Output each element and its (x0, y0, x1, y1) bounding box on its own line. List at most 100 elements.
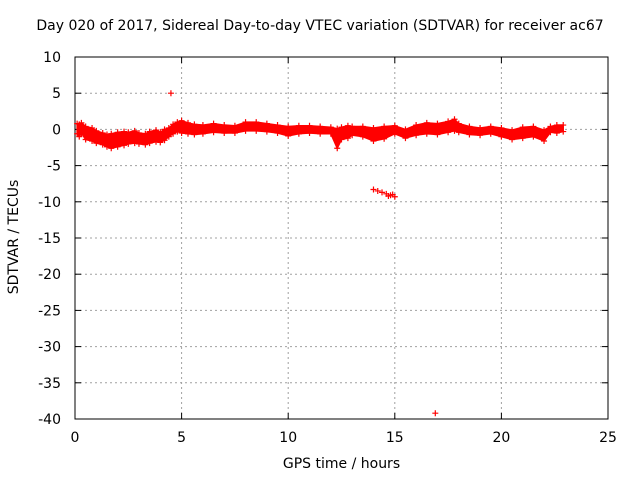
data-point (146, 140, 153, 147)
x-tick-label: 25 (599, 430, 617, 446)
data-point (93, 140, 100, 147)
data-point (121, 128, 128, 135)
data-point (359, 133, 366, 140)
outlier-point (167, 90, 174, 97)
data-point (317, 130, 324, 137)
data-point (108, 130, 115, 137)
data-point (541, 137, 548, 144)
data-point (370, 124, 377, 131)
data-point (381, 135, 388, 142)
data-point (121, 142, 128, 149)
data-point (253, 127, 260, 134)
data-point (221, 122, 228, 129)
data-point (541, 127, 548, 134)
data-point (547, 129, 554, 136)
data-point (161, 126, 168, 133)
data-point (157, 129, 164, 136)
data-point (466, 131, 473, 138)
data-point (125, 140, 132, 147)
data-point (487, 130, 494, 137)
data-point (445, 118, 452, 125)
x-tick-label: 20 (492, 430, 510, 446)
data-point (103, 143, 110, 150)
data-point (295, 130, 302, 137)
data-point (295, 122, 302, 129)
data-point (519, 135, 526, 142)
data-point (231, 130, 238, 137)
data-point (263, 120, 270, 127)
data-point (344, 122, 351, 129)
data-point (114, 129, 121, 136)
data-point (455, 129, 462, 136)
data-point (509, 127, 516, 134)
data-point (285, 132, 292, 139)
outlier-point (374, 187, 381, 194)
data-point (327, 124, 334, 131)
data-point (161, 137, 168, 144)
data-point (199, 130, 206, 137)
data-point (142, 130, 149, 137)
data-point (125, 129, 132, 136)
y-tick-label: 5 (52, 86, 61, 102)
data-point (178, 117, 185, 124)
data-point (402, 135, 409, 142)
data-point (381, 123, 388, 130)
data-point (423, 119, 430, 126)
x-tick-label: 10 (279, 430, 297, 446)
data-point (413, 122, 420, 129)
data-point (423, 130, 430, 137)
data-point (509, 136, 516, 143)
data-point (174, 119, 181, 126)
data-point (338, 124, 345, 131)
y-tick-label: -15 (38, 231, 61, 247)
y-tick-label: -25 (38, 303, 61, 319)
data-point (530, 133, 537, 140)
data-point (553, 130, 560, 137)
data-point (242, 119, 249, 126)
data-point (370, 137, 377, 144)
data-point (146, 128, 153, 135)
data-point (349, 123, 356, 130)
data-point (178, 130, 185, 137)
data-point (174, 128, 181, 135)
data-point (89, 124, 96, 131)
data-point (477, 124, 484, 131)
data-point (135, 130, 142, 137)
data-point (391, 130, 398, 137)
data-point (391, 122, 398, 129)
y-axis-label: SDTVAR / TECUs (6, 179, 22, 295)
data-point (93, 127, 100, 134)
data-point (560, 122, 567, 129)
data-point (165, 133, 172, 140)
data-point (170, 121, 177, 128)
data-point (89, 137, 96, 144)
data-point (78, 130, 85, 137)
data-point (359, 123, 366, 130)
data-point (99, 141, 106, 148)
y-tick-label: -35 (38, 376, 61, 392)
data-point (165, 124, 172, 131)
data-point (519, 124, 526, 131)
data-point (253, 119, 260, 126)
data-point (306, 122, 313, 129)
data-point (82, 136, 89, 143)
data-point (327, 130, 334, 137)
data-point (434, 120, 441, 127)
data-point (131, 127, 138, 134)
data-point (477, 132, 484, 139)
data-point (153, 127, 160, 134)
data-point (210, 129, 217, 136)
x-tick-label: 5 (177, 430, 186, 446)
data-point (344, 135, 351, 142)
data-point (191, 131, 198, 138)
data-point (142, 141, 149, 148)
outlier-point (370, 186, 377, 193)
data-point (338, 136, 345, 143)
data-point (199, 122, 206, 129)
y-tick-label: -5 (47, 159, 61, 175)
x-tick-label: 15 (386, 430, 404, 446)
data-point (153, 138, 160, 145)
data-point (334, 125, 341, 132)
